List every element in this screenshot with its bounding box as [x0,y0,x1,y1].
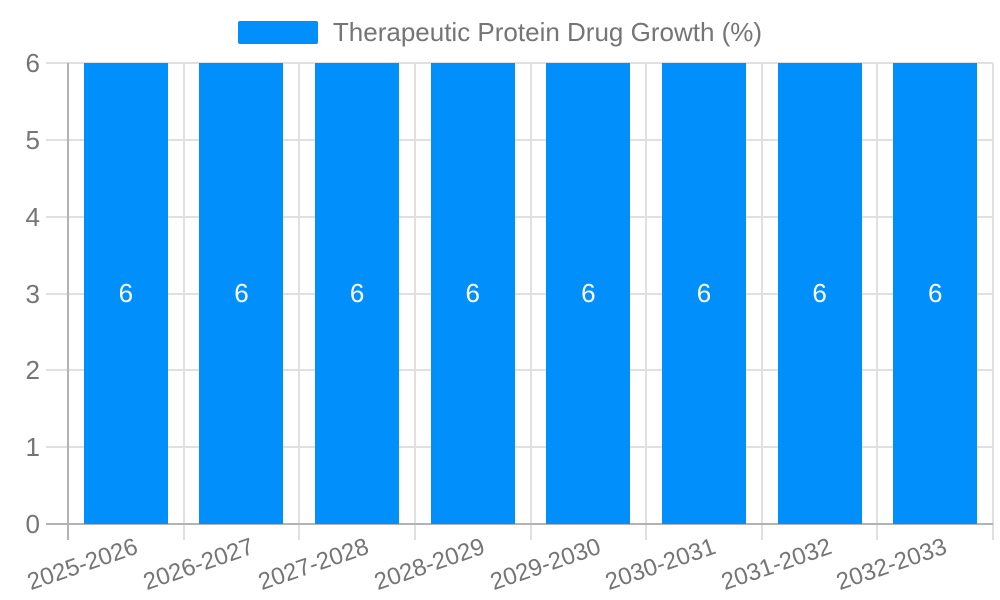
y-gridline [46,292,993,295]
bar-value-label: 6 [349,278,365,308]
y-gridline [46,62,993,64]
x-gridline [298,63,301,540]
x-axis-tick-label: 2027-2028 [255,533,373,596]
x-axis-tick-label: 2031-2032 [717,533,836,596]
bar-2025-2026[interactable]: 6 [83,63,168,524]
bar-2027-2028[interactable]: 6 [315,63,400,524]
y-axis-tick-label: 2 [25,355,40,386]
x-axis-tick-label: 2030-2031 [602,533,720,596]
x-gridline [992,63,994,540]
bar-value-label: 6 [234,278,249,308]
bar-value-label: 6 [465,278,480,308]
y-axis-tick-label: 3 [25,278,40,309]
x-gridline [413,63,416,540]
legend-swatch[interactable] [237,20,318,44]
x-axis-tick-label: 2032-2033 [833,533,951,596]
x-gridline [760,63,763,540]
y-axis-tick-label: 0 [25,509,40,539]
bar-value-label: 6 [118,278,134,308]
bar-value-label: 6 [812,278,827,308]
bar-2029-2030[interactable]: 6 [546,63,631,524]
bar-2030-2031[interactable]: 6 [661,63,746,524]
y-gridline [46,446,993,449]
y-axis-line [67,63,69,540]
x-gridline [182,63,185,540]
y-axis-tick-label: 4 [25,201,40,232]
x-axis-tick-label: 2025-2026 [23,533,142,596]
bar-value-label: 6 [927,278,943,308]
bar-value-label: 6 [696,278,712,308]
x-axis-tick-label: 2026-2027 [139,533,257,596]
y-gridline [46,215,993,218]
legend[interactable]: Therapeutic Protein Drug Growth (%) [0,18,1000,46]
x-axis-tick-label: 2029-2030 [486,533,604,596]
x-gridline [876,63,879,540]
y-gridline [46,369,993,372]
y-axis-tick-label: 1 [25,432,40,463]
chart-title: Therapeutic Protein Drug Growth (%) [332,17,763,47]
x-axis-line [46,523,993,525]
bar-2028-2029[interactable]: 6 [430,63,515,524]
y-axis-tick-label: 5 [25,124,40,155]
bar-2031-2032[interactable]: 6 [777,63,862,524]
x-gridline [529,63,532,540]
bar-2032-2033[interactable]: 6 [893,63,978,524]
y-gridline [46,138,993,141]
bar-value-label: 6 [581,278,596,308]
x-axis-tick-label: 2028-2029 [370,533,489,596]
bar-2026-2027[interactable]: 6 [199,63,284,524]
y-axis-tick-label: 6 [25,48,40,78]
x-gridline [645,63,648,540]
